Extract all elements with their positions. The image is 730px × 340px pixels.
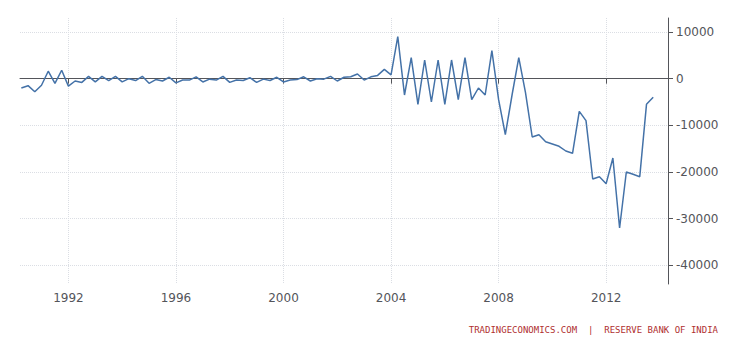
svg-text:1992: 1992: [53, 291, 84, 305]
svg-text:TRADINGECONOMICS.COM | RESER: TRADINGECONOMICS.COM | RESERVE BANK OF I…: [469, 325, 719, 335]
svg-text:-30000: -30000: [676, 212, 719, 226]
svg-text:-20000: -20000: [676, 165, 719, 179]
svg-text:2000: 2000: [268, 291, 299, 305]
svg-text:-40000: -40000: [676, 258, 719, 272]
svg-text:2012: 2012: [591, 291, 622, 305]
svg-text:0: 0: [676, 72, 684, 86]
svg-text:1996: 1996: [161, 291, 192, 305]
svg-text:-10000: -10000: [676, 118, 719, 132]
svg-text:10000: 10000: [676, 25, 714, 39]
svg-text:2008: 2008: [483, 291, 514, 305]
svg-text:2004: 2004: [376, 291, 407, 305]
